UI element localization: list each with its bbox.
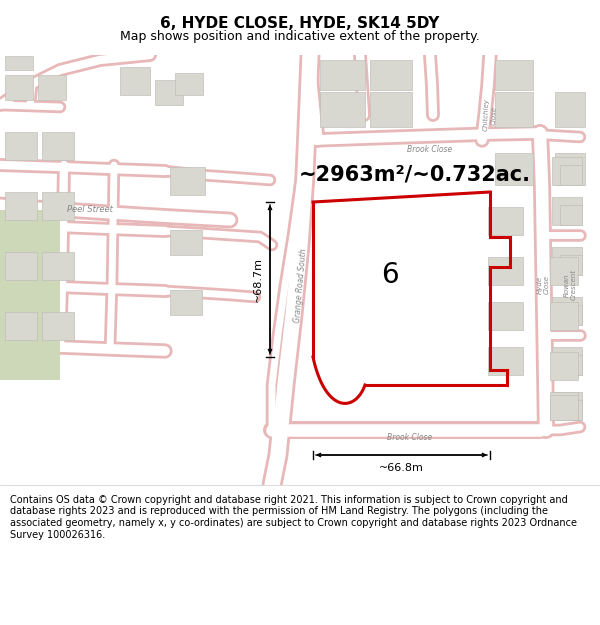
Bar: [5, 56, 33, 70]
Bar: [488, 347, 523, 375]
Bar: [320, 92, 365, 127]
Bar: [120, 67, 150, 95]
Bar: [555, 153, 585, 185]
Bar: [495, 153, 533, 185]
Bar: [5, 132, 37, 160]
Bar: [495, 92, 533, 127]
Bar: [555, 92, 585, 127]
Bar: [550, 392, 578, 420]
Bar: [560, 400, 582, 420]
Bar: [550, 302, 578, 330]
Bar: [5, 252, 37, 280]
Text: Grange Road South: Grange Road South: [293, 248, 309, 322]
Bar: [552, 247, 582, 275]
Bar: [560, 305, 582, 325]
Bar: [488, 257, 523, 285]
Bar: [42, 312, 74, 340]
Bar: [560, 255, 582, 275]
Text: Hyde
Close: Hyde Close: [536, 276, 550, 294]
Bar: [5, 312, 37, 340]
Text: ~66.8m: ~66.8m: [379, 463, 424, 473]
Bar: [42, 252, 74, 280]
Bar: [488, 207, 523, 235]
Bar: [170, 230, 202, 255]
Bar: [560, 165, 582, 185]
Bar: [370, 60, 412, 90]
Bar: [170, 290, 202, 315]
Text: Peel Street: Peel Street: [67, 204, 113, 214]
Bar: [170, 167, 205, 195]
Text: Chitchley
Close: Chitchley Close: [483, 98, 497, 132]
FancyBboxPatch shape: [0, 210, 60, 380]
Bar: [488, 302, 523, 330]
Bar: [560, 355, 582, 375]
Text: Brook Close: Brook Close: [388, 432, 433, 441]
Text: ~68.7m: ~68.7m: [253, 257, 263, 302]
Text: 6, HYDE CLOSE, HYDE, SK14 5DY: 6, HYDE CLOSE, HYDE, SK14 5DY: [160, 16, 440, 31]
Bar: [560, 205, 582, 225]
Bar: [552, 197, 582, 225]
Bar: [370, 92, 412, 127]
Bar: [550, 257, 578, 285]
Bar: [552, 157, 582, 185]
Text: Rowan
Crescent: Rowan Crescent: [563, 269, 577, 301]
Bar: [320, 60, 365, 90]
Bar: [552, 392, 582, 420]
Bar: [550, 352, 578, 380]
Bar: [38, 75, 66, 100]
Text: ~2963m²/~0.732ac.: ~2963m²/~0.732ac.: [299, 165, 531, 185]
Bar: [550, 395, 578, 420]
Bar: [175, 73, 203, 95]
Text: Brook Close: Brook Close: [407, 146, 452, 154]
Bar: [42, 192, 74, 220]
Bar: [5, 192, 37, 220]
Bar: [495, 60, 533, 90]
Bar: [552, 347, 582, 375]
Bar: [155, 80, 183, 105]
Text: Map shows position and indicative extent of the property.: Map shows position and indicative extent…: [120, 30, 480, 43]
Bar: [5, 75, 33, 100]
Text: Contains OS data © Crown copyright and database right 2021. This information is : Contains OS data © Crown copyright and d…: [10, 495, 577, 539]
Bar: [42, 132, 74, 160]
Text: 6: 6: [381, 261, 399, 289]
Bar: [552, 297, 582, 325]
